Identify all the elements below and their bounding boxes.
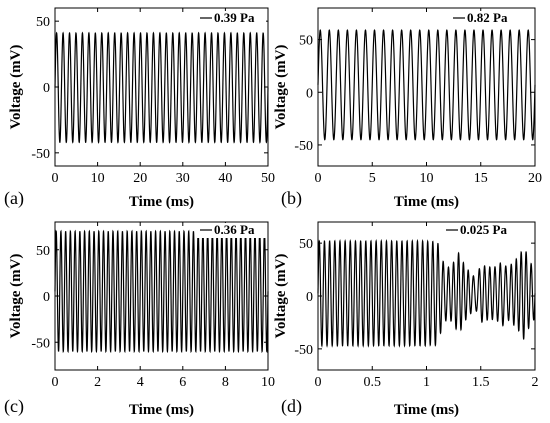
panel-c-ytick-label: 0 (43, 290, 50, 305)
panel-d-ytick-label: 0 (306, 290, 313, 305)
panel-c-xtick-label: 8 (222, 375, 229, 390)
panel-c-xtick-label: 10 (261, 375, 275, 390)
panel-b-xtick-label: 10 (420, 171, 434, 186)
panel-a-ytick-label: 0 (43, 81, 50, 96)
panel-a-ytick-label: -50 (31, 147, 50, 162)
panel-c-ytick-label: -50 (31, 336, 50, 351)
panel-b-xtick-label: 20 (528, 171, 542, 186)
panel-c-xtick-label: 2 (94, 375, 101, 390)
panel-a-xlabel: Time (ms) (129, 194, 194, 210)
panel-d-series-line (317, 238, 536, 348)
panel-a-xtick-label: 10 (91, 171, 105, 186)
panel-b-series-line (317, 29, 536, 141)
panel-d: 0 0.5 1 1.5 2 50 0 -50 Time (ms) Voltage (mV) 0.02… (273, 221, 539, 418)
panel-b-tag: (b) (281, 188, 302, 209)
panel-c: 0 2 4 6 8 10 50 0 -50 Time (ms) Voltage (mV) 0.36 P… (4, 221, 275, 418)
panel-c-series-line (54, 229, 269, 354)
panel-b-ylabel: Voltage (mV) (273, 45, 289, 130)
panel-b-legend-label: 0.82 Pa (467, 10, 508, 25)
panel-d-xtick-label: 0 (315, 375, 322, 390)
panel-a-xtick-label: 0 (52, 171, 59, 186)
panel-b-xtick-label: 5 (369, 171, 376, 186)
panel-c-ytick-label: 50 (36, 244, 50, 259)
panel-a-xtick-label: 50 (261, 171, 275, 186)
panel-b-xlabel: Time (ms) (394, 194, 459, 210)
panel-b: 0 5 10 15 20 50 0 -50 Time (ms) Voltage (mV) 0.82 … (273, 7, 542, 210)
panel-b-xtick-label: 0 (315, 171, 322, 186)
panel-c-legend-label: 0.36 Pa (214, 222, 255, 237)
panel-d-xtick-label: 1 (423, 375, 430, 390)
panel-c-xtick-label: 4 (137, 375, 144, 390)
panel-d-xtick-label: 0.5 (364, 375, 382, 390)
panel-a-legend-bg (196, 11, 266, 26)
panel-c-ylabel: Voltage (mV) (8, 254, 24, 339)
panel-b-ytick-label: -50 (294, 139, 313, 154)
panel-a-xtick-label: 40 (218, 171, 232, 186)
panel-b-ytick-label: 0 (306, 86, 313, 101)
panel-a-series-line (54, 31, 269, 144)
panel-a-ylabel: Voltage (mV) (8, 45, 24, 130)
panel-d-legend-label: 0.025 Pa (460, 222, 507, 237)
panel-c-xtick-label: 6 (179, 375, 186, 390)
panel-d-legend-bg (442, 223, 533, 238)
panel-a-legend-label: 0.39 Pa (214, 10, 255, 25)
panel-d-xtick-label: 2 (532, 375, 539, 390)
panel-d-tag: (d) (281, 396, 302, 417)
panel-a-ytick-label: 50 (36, 15, 50, 30)
panel-a-xtick-label: 20 (133, 171, 147, 186)
panel-d-ytick-label: -50 (294, 343, 313, 358)
panel-d-xlabel: Time (ms) (394, 402, 459, 418)
panel-d-xtick-label: 1.5 (472, 375, 490, 390)
panel-d-ytick-label: 50 (299, 237, 313, 252)
panel-c-xlabel: Time (ms) (129, 402, 194, 418)
panel-b-ytick-label: 50 (299, 34, 313, 49)
panel-a-tag: (a) (4, 188, 24, 209)
panel-c-xtick-label: 0 (52, 375, 59, 390)
panel-c-tag: (c) (4, 396, 24, 417)
panel-d-ylabel: Voltage (mV) (273, 254, 289, 339)
panel-a-xtick-label: 30 (176, 171, 190, 186)
panel-b-xtick-label: 15 (474, 171, 488, 186)
panel-c-legend-bg (196, 223, 266, 238)
panel-b-legend-bg (449, 11, 533, 26)
